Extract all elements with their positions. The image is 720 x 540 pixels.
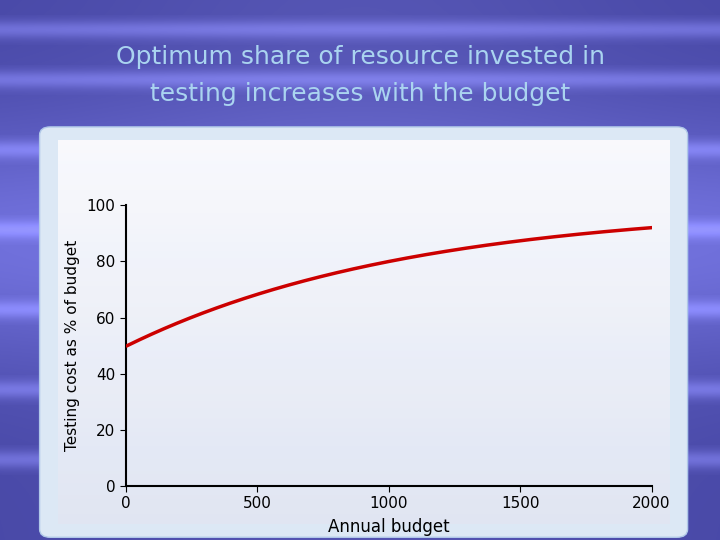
Text: Optimum share of resource invested in: Optimum share of resource invested in [115,45,605,69]
Text: testing increases with the budget: testing increases with the budget [150,83,570,106]
X-axis label: Annual budget: Annual budget [328,518,449,536]
Y-axis label: Testing cost as % of budget: Testing cost as % of budget [65,240,80,451]
